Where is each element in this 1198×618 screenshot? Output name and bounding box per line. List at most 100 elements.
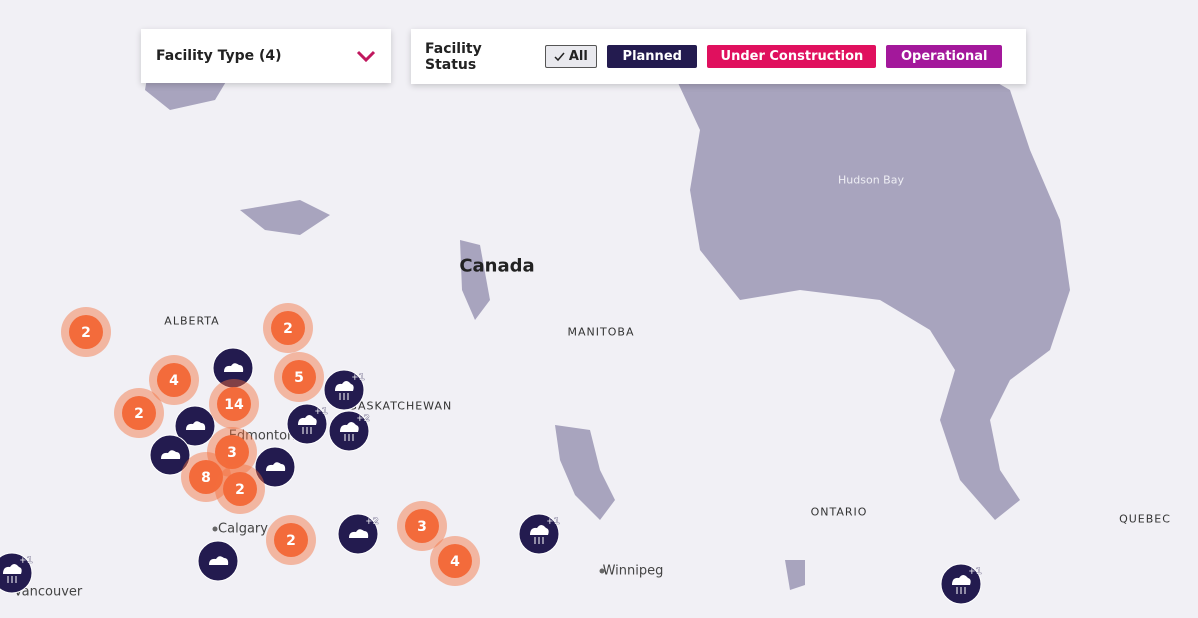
marker-glyph — [224, 363, 244, 372]
lake — [240, 200, 330, 235]
chevron-icon — [356, 50, 376, 62]
co2-marker[interactable] — [286, 403, 328, 445]
check-icon — [554, 52, 565, 61]
map-label: ALBERTA — [164, 314, 220, 328]
city-dot — [212, 526, 218, 532]
cluster-core — [69, 315, 103, 349]
facility-status-filter: Facility Status All Planned Under Constr… — [411, 29, 1026, 84]
marker-badge: +1 — [351, 373, 365, 383]
cluster-core — [271, 311, 305, 345]
map-label: ONTARIO — [810, 505, 868, 519]
marker-arrows — [534, 537, 544, 544]
facility-marker[interactable] — [197, 540, 239, 582]
city-dot — [599, 568, 605, 574]
button-label: Under Construction — [720, 49, 864, 64]
map-label: Canada — [459, 255, 535, 277]
map-label: Calgary — [218, 521, 268, 537]
map-label: Winnipeg — [602, 563, 664, 579]
co2-marker[interactable] — [518, 513, 560, 555]
cluster-count: 3 — [227, 445, 237, 461]
marker-glyph — [340, 422, 359, 432]
cluster-count: 2 — [134, 406, 144, 422]
map-label: Hudson Bay — [838, 173, 904, 187]
marker-glyph — [298, 415, 317, 425]
marker-arrows — [7, 576, 17, 583]
marker-badge: +1 — [314, 407, 328, 417]
cluster-core — [157, 363, 191, 397]
lake — [555, 425, 615, 520]
map-label: QUEBEC — [1119, 512, 1171, 526]
marker-arrows — [956, 587, 966, 594]
cluster-count: 8 — [201, 470, 211, 486]
cluster-core — [189, 460, 223, 494]
cluster-marker[interactable]: 14 — [209, 379, 259, 429]
marker-arrows — [339, 393, 349, 400]
status-button[interactable]: Planned — [607, 45, 698, 68]
cluster-marker[interactable]: 2 — [61, 307, 111, 357]
cluster-core — [405, 509, 439, 543]
cluster-marker[interactable]: 4 — [430, 536, 480, 586]
co2-marker[interactable] — [940, 563, 982, 605]
marker-glyph — [952, 575, 971, 585]
cluster-core — [217, 387, 251, 421]
status-button[interactable]: Under Construction — [707, 45, 877, 68]
cluster-count: 2 — [81, 325, 91, 341]
cluster-count: 5 — [294, 370, 304, 386]
facility-marker[interactable] — [337, 513, 379, 555]
cluster-count: 3 — [417, 519, 427, 535]
dropdown-label: Facility Type (4) — [156, 48, 282, 64]
cluster-count: 2 — [235, 482, 245, 498]
marker-badge: +2 — [356, 414, 370, 424]
cluster-core — [122, 396, 156, 430]
cluster-marker[interactable]: 2 — [266, 515, 316, 565]
cluster-marker[interactable]: 2 — [215, 464, 265, 514]
lake — [460, 240, 490, 320]
lake — [785, 560, 805, 590]
cluster-marker[interactable]: 2 — [114, 388, 164, 438]
map-label: MANITOBA — [567, 325, 635, 339]
marker-arrows — [344, 434, 354, 441]
facility-marker[interactable] — [149, 434, 191, 476]
co2-marker[interactable] — [328, 410, 370, 452]
hudson-bay — [672, 40, 1070, 520]
facility-marker[interactable] — [174, 405, 216, 447]
marker-glyph — [266, 462, 286, 471]
cluster-marker[interactable]: 3 — [397, 501, 447, 551]
map-label: Edmonton — [228, 428, 296, 444]
facility-marker[interactable] — [254, 446, 296, 488]
cluster-core — [274, 523, 308, 557]
co2-marker[interactable] — [323, 369, 365, 411]
marker-glyph — [335, 381, 354, 391]
cluster-core — [215, 435, 249, 469]
cluster-marker[interactable]: 3 — [207, 427, 257, 477]
button-label: Operational — [900, 49, 988, 64]
cluster-core — [438, 544, 472, 578]
status-button[interactable]: Operational — [886, 45, 1003, 68]
marker-badge: +1 — [19, 556, 33, 566]
marker-glyph — [161, 450, 181, 459]
marker-glyph — [209, 556, 229, 565]
marker-arrows — [302, 427, 312, 434]
co2-marker[interactable] — [0, 552, 33, 594]
facility-type-dropdown[interactable]: Facility Type (4) — [141, 29, 391, 83]
marker-glyph — [530, 525, 549, 535]
cluster-marker[interactable]: 2 — [263, 303, 313, 353]
cluster-count: 2 — [286, 533, 296, 549]
map-label: SASKATCHEWAN — [349, 399, 453, 413]
cluster-count: 2 — [283, 321, 293, 337]
marker-badge: +1 — [546, 517, 560, 527]
cluster-marker[interactable]: 4 — [149, 355, 199, 405]
cluster-core — [282, 360, 316, 394]
cluster-count: 4 — [169, 373, 179, 389]
marker-badge: +1 — [968, 567, 982, 577]
button-label: Planned — [622, 49, 682, 64]
status-button[interactable]: All — [544, 45, 598, 68]
cluster-marker[interactable]: 8 — [181, 452, 231, 502]
cluster-core — [223, 472, 257, 506]
marker-glyph — [349, 529, 369, 538]
marker-badge: +2 — [365, 517, 379, 527]
cluster-marker[interactable]: 5 — [274, 352, 324, 402]
map-label: Vancouver — [13, 584, 83, 600]
